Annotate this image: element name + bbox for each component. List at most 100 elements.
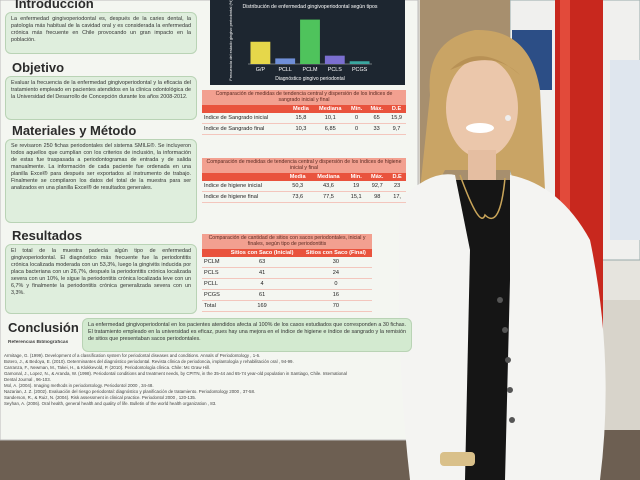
- header-cell: Mediana: [313, 104, 347, 113]
- cell: 10,1: [313, 112, 347, 124]
- reference: Sanderson, R., & Ruiz, N. (2004). Risk a…: [4, 395, 197, 400]
- heading: Resultados: [12, 228, 83, 243]
- bar: [275, 58, 296, 64]
- header-cell: Máx.: [366, 104, 388, 113]
- cell: Indice de higiene inicial: [202, 180, 285, 192]
- cell: 70: [299, 300, 372, 312]
- bar: [349, 61, 370, 64]
- cell: 19: [346, 180, 367, 192]
- cell: 30: [299, 256, 372, 268]
- cell: 98: [366, 191, 389, 203]
- table: Sitios con Saco (Inicial) Sitios con Saco…: [202, 248, 372, 312]
- cell: 24: [299, 267, 372, 279]
- x-tick-label: PCLS: [328, 67, 342, 73]
- cell: 50,3: [284, 180, 311, 192]
- table-block: Comparación de cantidad de sitios con sa…: [202, 234, 372, 312]
- header-cell: D.E: [387, 104, 406, 113]
- references: Armitage, G. (1999). Development of a cl…: [4, 353, 414, 433]
- table-row: PCLM 63 30: [202, 256, 372, 268]
- heading: Objetivo: [12, 60, 65, 75]
- header-cell: Máx.: [366, 172, 389, 181]
- cell: 33: [366, 123, 388, 135]
- references-heading: Referencias Bibliográficas: [8, 340, 69, 345]
- header-cell: Mín.: [346, 104, 367, 113]
- header-cell: Media: [284, 172, 311, 181]
- header-cell: Min.: [346, 172, 367, 181]
- reference: Gamonal, J., Lopez, N., & Aranda, W. (19…: [4, 371, 347, 376]
- x-axis-label: Diagnóstico gingivo periodontal: [275, 76, 345, 82]
- reference: Armitage, G. (1999). Development of a cl…: [4, 353, 261, 358]
- x-tick-label: PCGS: [352, 67, 368, 73]
- x-tick-label: PCLL: [278, 67, 292, 73]
- paragraph: La enfermedad gingivoperiodontal es, des…: [5, 12, 197, 54]
- header-cell: Sitios con Saco (Inicial): [224, 248, 300, 257]
- cell: 77,5: [310, 191, 347, 203]
- cell: PCGS: [202, 289, 225, 301]
- paragraph: El total de la muestra padecía algún tip…: [5, 244, 197, 314]
- bar: [324, 55, 345, 64]
- cell: 61: [224, 289, 300, 301]
- cell: 63: [224, 256, 300, 268]
- table-row: PCGS 61 16: [202, 289, 372, 301]
- y-axis-label: Frecuencia del estado gingivo periodonta…: [228, 0, 233, 81]
- table-title: Comparación de cantidad de sitios con sa…: [202, 234, 372, 249]
- bar: [250, 41, 271, 64]
- cell: 6,85: [313, 123, 347, 135]
- cell: 65: [366, 112, 388, 124]
- table-row: Indice de higiene final 73,6 77,5 15,1 98 17,: [202, 191, 406, 203]
- cell: 17,: [388, 191, 406, 203]
- cell: 0: [346, 112, 367, 124]
- cell: PCLM: [202, 256, 225, 268]
- paragraph: Evaluar la frecuencia de la enfermedad g…: [5, 76, 197, 120]
- cell: 41: [224, 267, 300, 279]
- table-header: Sitios con Saco (Inicial) Sitios con Saco…: [202, 248, 372, 257]
- table-row: Indice de Sangrado inicial 15,8 10,1 0 65 15,…: [202, 112, 406, 124]
- header-cell: D.E: [388, 172, 406, 181]
- table-row: PCLL 4 0: [202, 278, 372, 290]
- table-title: Comparación de medidas de tendencia cent…: [202, 158, 406, 173]
- cell: 15,8: [288, 112, 314, 124]
- cell: 0: [346, 123, 367, 135]
- reference: Seyhan, A. (2006). Oral health, general …: [4, 401, 217, 406]
- cell: Indice de Sangrado inicial: [202, 112, 289, 124]
- table: Media Mediana Mín. Máx. D.E Indice de Sangrad…: [202, 104, 406, 135]
- cell: 15,1: [346, 191, 367, 203]
- paragraph: La enfermedad gingivoperiodontal en los …: [82, 318, 412, 352]
- cell: 9,7: [387, 123, 406, 135]
- header-cell: Sitios con Saco (Final): [299, 248, 372, 257]
- chart-title: Distribución de enfermedad gingivoperiod…: [243, 4, 378, 10]
- cell: 23: [388, 180, 406, 192]
- header-cell: Media: [288, 104, 314, 113]
- heading: Introducción: [15, 0, 94, 11]
- cell: 73,6: [284, 191, 311, 203]
- table-row: PCLS 41 24: [202, 267, 372, 279]
- x-tick-label: PCLM: [303, 67, 318, 73]
- cell: 4: [224, 278, 300, 290]
- table-row: Indice de Sangrado final 10,3 6,85 0 33 9,7: [202, 123, 406, 135]
- table-block: Comparación de medidas de tendencia cent…: [202, 90, 406, 135]
- cell: 0: [299, 278, 372, 290]
- table-block: Comparación de medidas de tendencia cent…: [202, 158, 406, 203]
- cell: 92,7: [366, 180, 389, 192]
- heading: Conclusión: [8, 320, 79, 335]
- cell: Indice de higiene final: [202, 191, 285, 203]
- cell: 43,6: [310, 180, 347, 192]
- cell: 169: [224, 300, 300, 312]
- reference: Botero, J., & Bedoya, E. (2010). Determi…: [4, 359, 294, 364]
- cell: 15,9: [387, 112, 406, 124]
- cell: 10,3: [288, 123, 314, 135]
- paragraph: Se revisaron 250 fichas periodontales de…: [5, 139, 197, 223]
- table-row: Indice de higiene inicial 50,3 43,6 19 92,7 2…: [202, 180, 406, 192]
- cell: 16: [299, 289, 372, 301]
- reference: Mol, A. (2004). Imaging methods in perio…: [4, 383, 154, 388]
- cell: PCLS: [202, 267, 225, 279]
- x-tick-label: G/P: [256, 67, 266, 73]
- cell: Total: [202, 300, 225, 312]
- heading: Materiales y Método: [12, 123, 137, 138]
- table-header: Media Mediana Mín. Máx. D.E: [202, 104, 406, 113]
- table: Media Mediana Min. Máx. D.E Indice de higiene…: [202, 172, 406, 203]
- cell: PCLL: [202, 278, 225, 290]
- bar: [300, 19, 320, 64]
